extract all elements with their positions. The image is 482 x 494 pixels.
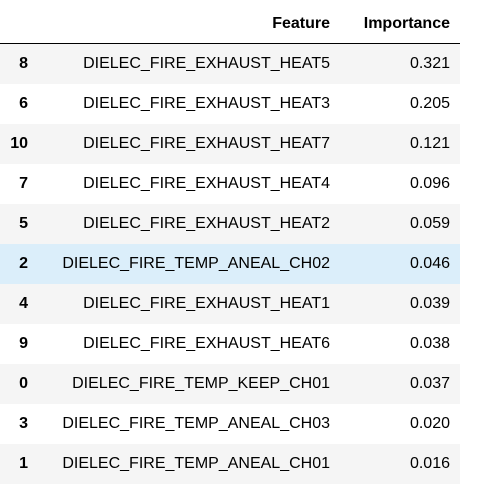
- table-row: 4 DIELEC_FIRE_EXHAUST_HEAT1 0.039: [0, 284, 460, 324]
- feature-cell: DIELEC_FIRE_TEMP_ANEAL_CH02: [62, 255, 330, 272]
- feature-column-header: Feature: [38, 5, 340, 44]
- row-index: 1: [19, 455, 28, 472]
- feature-cell: DIELEC_FIRE_TEMP_KEEP_CH01: [72, 375, 330, 392]
- table-row: 7 DIELEC_FIRE_EXHAUST_HEAT4 0.096: [0, 164, 460, 204]
- table-header: Feature Importance: [0, 5, 460, 44]
- table-body: 8 DIELEC_FIRE_EXHAUST_HEAT5 0.321 6 DIEL…: [0, 43, 460, 484]
- table-row: 6 DIELEC_FIRE_EXHAUST_HEAT3 0.205: [0, 84, 460, 124]
- importance-cell: 0.039: [409, 295, 450, 312]
- row-index: 0: [19, 375, 28, 392]
- feature-cell: DIELEC_FIRE_EXHAUST_HEAT1: [83, 295, 330, 312]
- importance-cell: 0.020: [409, 415, 450, 432]
- row-index: 9: [19, 335, 28, 352]
- row-index: 5: [19, 215, 28, 232]
- importance-cell: 0.205: [409, 95, 450, 112]
- feature-cell: DIELEC_FIRE_EXHAUST_HEAT2: [83, 215, 330, 232]
- feature-cell: DIELEC_FIRE_TEMP_ANEAL_CH03: [62, 415, 330, 432]
- feature-cell: DIELEC_FIRE_EXHAUST_HEAT5: [83, 55, 330, 72]
- table-row: 1 DIELEC_FIRE_TEMP_ANEAL_CH01 0.016: [0, 444, 460, 484]
- importance-cell: 0.321: [409, 55, 450, 72]
- importance-cell: 0.038: [409, 335, 450, 352]
- row-index: 8: [19, 55, 28, 72]
- table-row: 3 DIELEC_FIRE_TEMP_ANEAL_CH03 0.020: [0, 404, 460, 444]
- feature-cell: DIELEC_FIRE_EXHAUST_HEAT7: [83, 135, 330, 152]
- feature-cell: DIELEC_FIRE_EXHAUST_HEAT3: [83, 95, 330, 112]
- importance-cell: 0.121: [409, 135, 450, 152]
- table-row: 0 DIELEC_FIRE_TEMP_KEEP_CH01 0.037: [0, 364, 460, 404]
- header-row: Feature Importance: [0, 5, 460, 44]
- row-index: 2: [19, 255, 28, 272]
- importance-cell: 0.059: [409, 215, 450, 232]
- importance-column-header: Importance: [340, 5, 460, 44]
- row-index: 10: [10, 135, 28, 152]
- importance-cell: 0.046: [409, 255, 450, 272]
- feature-importance-table: Feature Importance 8 DIELEC_FIRE_EXHAUST…: [0, 5, 460, 484]
- table-row: 5 DIELEC_FIRE_EXHAUST_HEAT2 0.059: [0, 204, 460, 244]
- table-row: 10 DIELEC_FIRE_EXHAUST_HEAT7 0.121: [0, 124, 460, 164]
- table-row: 9 DIELEC_FIRE_EXHAUST_HEAT6 0.038: [0, 324, 460, 364]
- row-index: 6: [19, 95, 28, 112]
- feature-cell: DIELEC_FIRE_EXHAUST_HEAT6: [83, 335, 330, 352]
- row-index: 7: [19, 175, 28, 192]
- feature-cell: DIELEC_FIRE_TEMP_ANEAL_CH01: [62, 455, 330, 472]
- importance-cell: 0.037: [409, 375, 450, 392]
- table-row-highlighted: 2 DIELEC_FIRE_TEMP_ANEAL_CH02 0.046: [0, 244, 460, 284]
- importance-cell: 0.096: [409, 175, 450, 192]
- table-row: 8 DIELEC_FIRE_EXHAUST_HEAT5 0.321: [0, 43, 460, 84]
- row-index: 4: [19, 295, 28, 312]
- feature-cell: DIELEC_FIRE_EXHAUST_HEAT4: [83, 175, 330, 192]
- row-index: 3: [19, 415, 28, 432]
- importance-cell: 0.016: [409, 455, 450, 472]
- index-column-header: [0, 5, 38, 44]
